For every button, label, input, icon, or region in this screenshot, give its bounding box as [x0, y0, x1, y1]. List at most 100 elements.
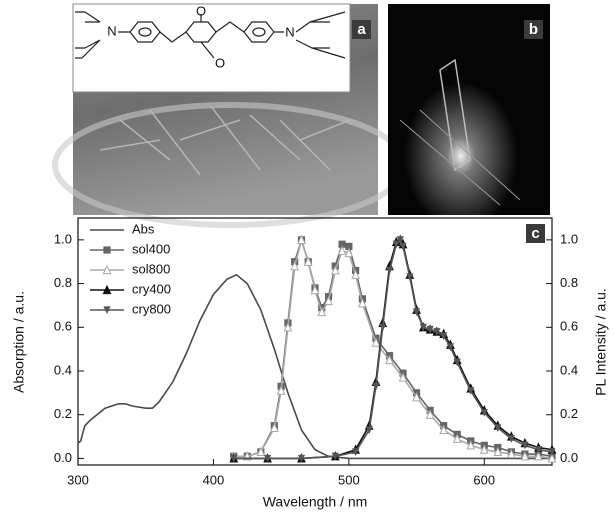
atom-label: N: [285, 24, 294, 39]
marker: [452, 433, 462, 443]
structure: [75, 11, 346, 59]
marker: [534, 446, 543, 454]
marker: [479, 444, 489, 454]
x-axis-label: Wavelength / nm: [263, 494, 368, 510]
marker: [453, 358, 461, 367]
legend-label: sol800: [132, 261, 170, 276]
legend-marker: [103, 306, 111, 315]
marker: [345, 242, 353, 251]
marker: [466, 440, 476, 450]
marker: [276, 385, 286, 395]
series-line: [77, 273, 552, 460]
x-tick-label: 300: [67, 472, 89, 487]
marker: [297, 234, 306, 244]
marker: [440, 332, 448, 341]
atom-label: O: [196, 3, 206, 18]
structure-box: [72, 3, 351, 93]
marker: [330, 265, 340, 275]
y2-tick-label: 0.6: [560, 319, 578, 334]
y-tick-label: 1.0: [54, 231, 72, 246]
y-tick-label: 0.8: [54, 275, 72, 290]
marker: [351, 269, 361, 279]
crystals: [99, 104, 351, 176]
marker: [398, 372, 408, 382]
marker: [425, 409, 435, 419]
legend-label: cry400: [132, 281, 171, 296]
marker: [303, 256, 313, 266]
marker: [480, 408, 488, 417]
marker: [283, 322, 293, 332]
series-line: [233, 238, 553, 460]
legend-marker: [102, 284, 112, 295]
marker: [256, 446, 266, 456]
marker: [399, 242, 407, 251]
marker: [493, 446, 503, 456]
panel-label-box: [352, 20, 371, 39]
marker: [358, 297, 367, 308]
marker: [290, 260, 300, 271]
marker: [507, 435, 515, 443]
y2-tick-label: 1.0: [560, 231, 578, 246]
marker: [548, 448, 556, 456]
y-tick-label: 0.2: [54, 406, 72, 421]
y-tick-label: 0.4: [54, 362, 72, 377]
y2-tick-label: 0.4: [560, 362, 578, 377]
marker: [419, 323, 427, 332]
marker: [446, 343, 455, 352]
panel-label: a: [357, 21, 366, 38]
y2-tick-label: 0.2: [560, 406, 578, 421]
atom-label: O: [215, 55, 225, 70]
panel-label-box: [524, 20, 543, 39]
marker: [547, 453, 557, 463]
marker: [297, 454, 306, 463]
legend-label: sol400: [132, 241, 170, 256]
marker: [521, 441, 529, 450]
x-tick-label: 500: [338, 472, 360, 487]
y2-tick-label: 0.8: [560, 275, 578, 290]
marker: [352, 448, 360, 456]
legend-label: cry800: [132, 301, 171, 316]
x-tick-label: 400: [203, 472, 225, 487]
reflection: [399, 109, 521, 206]
chart: c Wavelength / nm Absorption / a.u. PL I…: [11, 217, 609, 510]
marker: [433, 328, 441, 336]
y-tick-label: 0.6: [54, 319, 72, 334]
marker: [264, 454, 272, 463]
marker: [338, 240, 346, 248]
marker: [392, 240, 400, 249]
plot-frame: [77, 217, 553, 466]
marker: [534, 450, 543, 461]
marker: [324, 295, 333, 306]
marker: [230, 454, 238, 463]
marker: [506, 448, 516, 459]
marker: [379, 323, 387, 332]
y-axis-label: Absorption / a.u.: [11, 291, 27, 393]
marker: [520, 450, 530, 461]
photo: [388, 4, 550, 215]
marker: [317, 306, 327, 317]
series-line: [233, 238, 553, 460]
marker: [371, 337, 381, 347]
marker: [385, 266, 394, 275]
panel-b: b: [388, 4, 550, 215]
panel-label: b: [529, 21, 538, 38]
y2-axis-label: PL Intensity / a.u.: [593, 288, 609, 396]
series-line: [233, 236, 553, 460]
marker: [344, 247, 354, 258]
panel-label-box: [526, 224, 545, 243]
marker: [406, 273, 414, 282]
marker: [269, 422, 279, 432]
atom-label: N: [107, 23, 116, 38]
marker: [426, 325, 434, 334]
panel-label: c: [531, 225, 539, 242]
marker: [337, 245, 347, 255]
marker: [372, 382, 380, 391]
marker: [310, 284, 320, 295]
marker: [396, 236, 404, 244]
panel-a: N O O N a: [52, 3, 408, 228]
marker: [494, 424, 502, 432]
marker: [412, 308, 421, 317]
legend-marker: [103, 246, 111, 254]
y2-tick-label: 0.0: [560, 450, 578, 465]
